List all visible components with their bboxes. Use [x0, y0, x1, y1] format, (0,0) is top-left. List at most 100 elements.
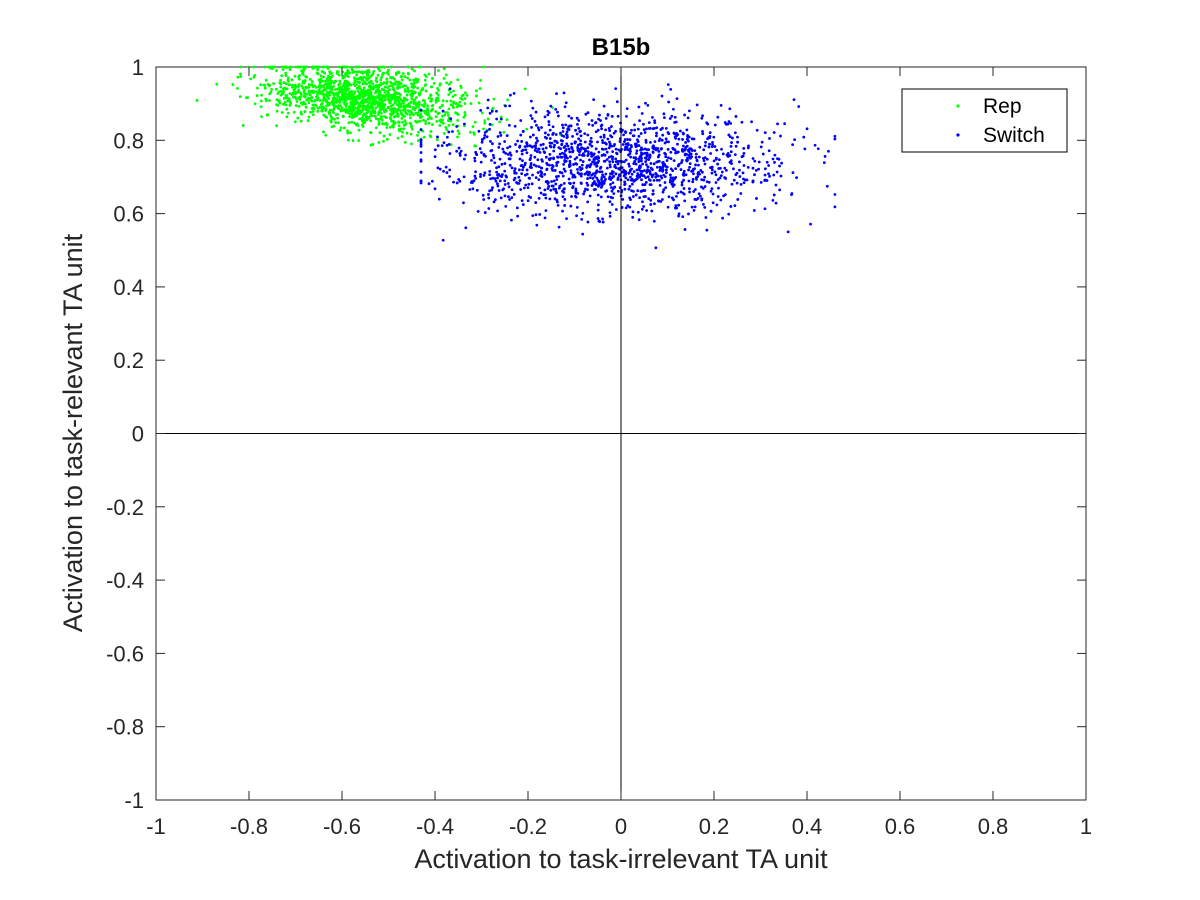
switch-point: [519, 164, 523, 168]
switch-point: [555, 175, 558, 179]
switch-point: [803, 147, 807, 151]
switch-point: [591, 123, 595, 127]
x-tick-label: -1: [146, 814, 166, 839]
rep-point: [401, 130, 404, 134]
switch-point: [487, 207, 491, 210]
switch-point: [669, 157, 673, 161]
switch-point: [742, 177, 745, 181]
rep-point: [284, 103, 288, 107]
switch-point: [482, 173, 486, 177]
switch-point: [827, 149, 830, 153]
switch-point: [602, 153, 606, 157]
switch-point: [778, 188, 782, 192]
switch-point: [695, 177, 698, 181]
switch-point: [571, 149, 575, 152]
rep-point: [417, 130, 420, 134]
rep-point: [387, 73, 390, 76]
rep-point: [310, 80, 314, 83]
switch-point: [643, 147, 647, 151]
rep-point: [451, 123, 455, 127]
rep-point: [401, 72, 405, 75]
switch-point: [527, 195, 531, 198]
switch-point: [610, 144, 614, 148]
rep-point: [392, 125, 395, 129]
rep-point: [368, 99, 371, 103]
switch-point: [616, 189, 620, 193]
rep-point: [285, 87, 289, 91]
rep-point: [309, 83, 313, 87]
switch-point: [635, 152, 638, 155]
rep-point: [370, 110, 374, 114]
rep-point: [302, 81, 306, 85]
rep-point: [357, 128, 361, 132]
switch-point: [628, 205, 632, 209]
switch-point: [586, 183, 590, 187]
switch-point: [641, 169, 644, 173]
switch-point: [680, 158, 684, 162]
switch-point: [555, 161, 559, 165]
switch-point: [625, 107, 629, 111]
switch-point: [779, 174, 783, 178]
rep-point: [300, 84, 304, 88]
switch-point: [534, 176, 538, 180]
switch-point: [721, 216, 724, 220]
rep-point: [375, 76, 378, 80]
switch-point: [675, 206, 679, 210]
switch-point: [583, 132, 587, 136]
rep-point: [399, 111, 403, 115]
switch-point: [647, 121, 651, 124]
switch-point: [651, 168, 654, 172]
switch-point: [671, 107, 675, 111]
switch-point: [611, 181, 615, 185]
switch-point: [542, 193, 546, 197]
switch-point: [595, 165, 598, 168]
rep-point: [492, 97, 496, 101]
rep-point: [463, 111, 467, 114]
rep-point: [498, 120, 501, 124]
rep-point: [409, 93, 413, 97]
rep-point: [364, 76, 368, 80]
switch-point: [645, 127, 648, 131]
switch-point: [761, 152, 765, 156]
rep-point: [418, 92, 421, 96]
switch-point: [552, 179, 556, 183]
switch-point: [583, 172, 587, 176]
switch-point: [536, 171, 540, 174]
switch-point: [632, 170, 636, 174]
switch-point: [649, 140, 652, 144]
rep-point: [328, 78, 332, 82]
switch-point: [651, 145, 655, 149]
rep-point: [363, 112, 366, 116]
rep-point: [432, 81, 436, 85]
rep-point: [396, 70, 400, 74]
switch-point: [696, 175, 700, 178]
switch-point: [534, 213, 538, 217]
switch-point: [496, 176, 499, 180]
rep-point: [453, 93, 457, 97]
switch-point: [667, 100, 671, 104]
switch-point: [709, 152, 713, 155]
switch-point: [597, 184, 600, 187]
switch-point: [652, 162, 656, 166]
rep-point: [304, 75, 308, 78]
rep-point: [417, 105, 421, 108]
rep-point: [423, 111, 427, 115]
rep-point: [400, 74, 404, 78]
rep-point: [426, 104, 429, 108]
switch-point: [637, 144, 641, 147]
rep-point: [320, 109, 324, 113]
switch-point: [682, 178, 685, 182]
switch-point: [516, 182, 519, 185]
rep-point: [457, 132, 461, 136]
rep-point: [381, 82, 385, 86]
switch-point: [728, 154, 732, 157]
switch-point: [609, 186, 613, 189]
switch-point: [679, 129, 682, 133]
rep-point: [356, 86, 360, 90]
rep-point: [348, 97, 351, 101]
switch-point: [694, 152, 698, 156]
rep-point: [397, 120, 400, 124]
switch-point: [658, 183, 662, 187]
switch-point: [608, 211, 612, 215]
switch-point: [600, 183, 604, 187]
